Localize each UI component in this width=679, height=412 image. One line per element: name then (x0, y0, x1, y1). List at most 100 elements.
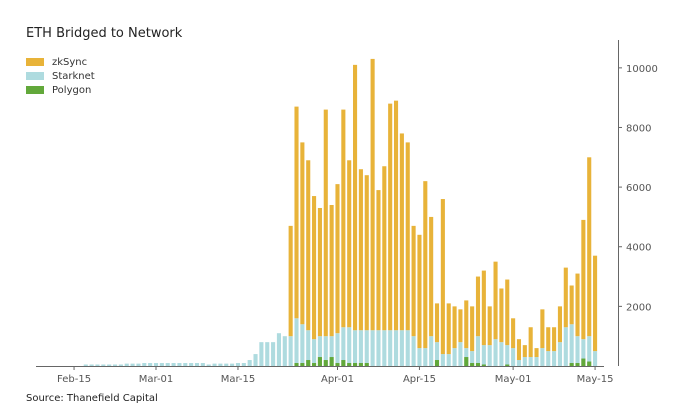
bar-zksync (534, 348, 539, 358)
bar-starknet (399, 330, 404, 366)
bar-starknet (534, 357, 539, 366)
bar-starknet (341, 327, 346, 366)
bar-starknet (107, 364, 112, 366)
bar-starknet (253, 354, 258, 366)
bar-starknet (587, 336, 592, 366)
bar-starknet (552, 351, 557, 366)
bar-zksync (575, 273, 580, 337)
legend-item-starknet: Starknet (26, 69, 95, 83)
bar-zksync (452, 306, 457, 349)
bar-zksync (382, 166, 387, 331)
bar-starknet (581, 339, 586, 366)
bar-zksync (288, 225, 293, 337)
bar-zksync (552, 327, 557, 352)
y-tick-label: 4000 (626, 243, 651, 254)
bar-polygon (575, 363, 580, 366)
bar-starknet (481, 345, 486, 366)
y-tick-label: 8000 (626, 123, 651, 134)
bar-zksync (511, 318, 516, 349)
bar-polygon (475, 363, 481, 366)
bar-polygon (323, 360, 328, 366)
bar-polygon (341, 360, 346, 366)
bar-starknet (364, 330, 369, 366)
bar-zksync (475, 276, 481, 337)
bar-starknet (563, 327, 568, 366)
bar-polygon (470, 363, 475, 366)
bar-zksync (505, 279, 510, 346)
bar-zksync (353, 64, 358, 331)
bar-starknet (475, 336, 481, 366)
bar-polygon (358, 363, 363, 366)
bar-starknet (382, 330, 387, 366)
bar-zksync (370, 58, 375, 331)
bar-starknet (470, 351, 475, 366)
bar-starknet (294, 318, 299, 366)
bar-starknet (312, 339, 317, 366)
bar-starknet (194, 363, 200, 366)
bar-starknet (101, 364, 106, 366)
chart-title: ETH Bridged to Network (26, 26, 183, 41)
bar-starknet (434, 342, 440, 366)
bar-starknet (200, 363, 205, 366)
bar-polygon (317, 357, 322, 366)
bar-starknet (259, 342, 264, 366)
bar-zksync (399, 133, 404, 331)
legend-label-starknet: Starknet (52, 70, 95, 82)
bar-zksync (411, 225, 416, 337)
bar-starknet (569, 324, 574, 366)
bar-polygon (464, 357, 469, 366)
bar-zksync (300, 142, 305, 325)
bar-zksync (417, 234, 422, 349)
x-tick-label: Mar-01 (139, 374, 174, 385)
legend: zkSync Starknet Polygon (26, 55, 95, 97)
bar-polygon (569, 363, 574, 366)
bar-starknet (329, 336, 334, 366)
bar-zksync (347, 160, 352, 328)
bar-starknet (546, 351, 551, 366)
bar-starknet (271, 342, 276, 366)
bar-zksync (487, 306, 492, 346)
legend-item-polygon: Polygon (26, 83, 95, 97)
bar-zksync (364, 175, 369, 331)
bar-zksync (405, 142, 410, 331)
bar-zksync (470, 306, 475, 352)
bar-starknet (288, 336, 293, 366)
bar-starknet (224, 363, 229, 366)
bar-starknet (440, 354, 445, 366)
bar-starknet (247, 360, 252, 366)
bar-starknet (177, 363, 182, 366)
bar-starknet (405, 330, 410, 366)
bar-starknet (317, 336, 322, 366)
bar-starknet (429, 336, 434, 366)
bar-starknet (165, 363, 170, 366)
bar-zksync (312, 196, 317, 340)
bar-starknet (511, 348, 516, 366)
bar-starknet (347, 327, 352, 366)
bar-polygon (347, 363, 352, 366)
bar-starknet (353, 330, 358, 366)
bar-starknet (388, 330, 393, 366)
bar-starknet (528, 357, 533, 366)
legend-label-zksync: zkSync (52, 56, 88, 68)
bar-starknet (522, 357, 527, 366)
bar-zksync (429, 216, 434, 337)
bar-starknet (189, 363, 194, 366)
bar-zksync (440, 199, 445, 355)
bar-zksync (335, 184, 340, 334)
legend-swatch-polygon (26, 86, 44, 94)
bar-starknet (218, 363, 223, 366)
bar-starknet (171, 363, 176, 366)
bar-zksync (581, 219, 586, 340)
bar-polygon (335, 363, 340, 366)
bar-starknet (142, 363, 147, 366)
bar-zksync (493, 261, 498, 340)
source-note: Source: Thanefield Capital (26, 393, 158, 404)
x-tick-label: May-15 (577, 374, 614, 385)
bar-starknet (575, 336, 580, 366)
bar-starknet (212, 363, 217, 366)
bar-starknet (306, 330, 311, 366)
bar-starknet (136, 363, 141, 366)
bar-zksync (306, 160, 311, 331)
bar-starknet (206, 364, 211, 366)
bar-starknet (493, 339, 498, 366)
